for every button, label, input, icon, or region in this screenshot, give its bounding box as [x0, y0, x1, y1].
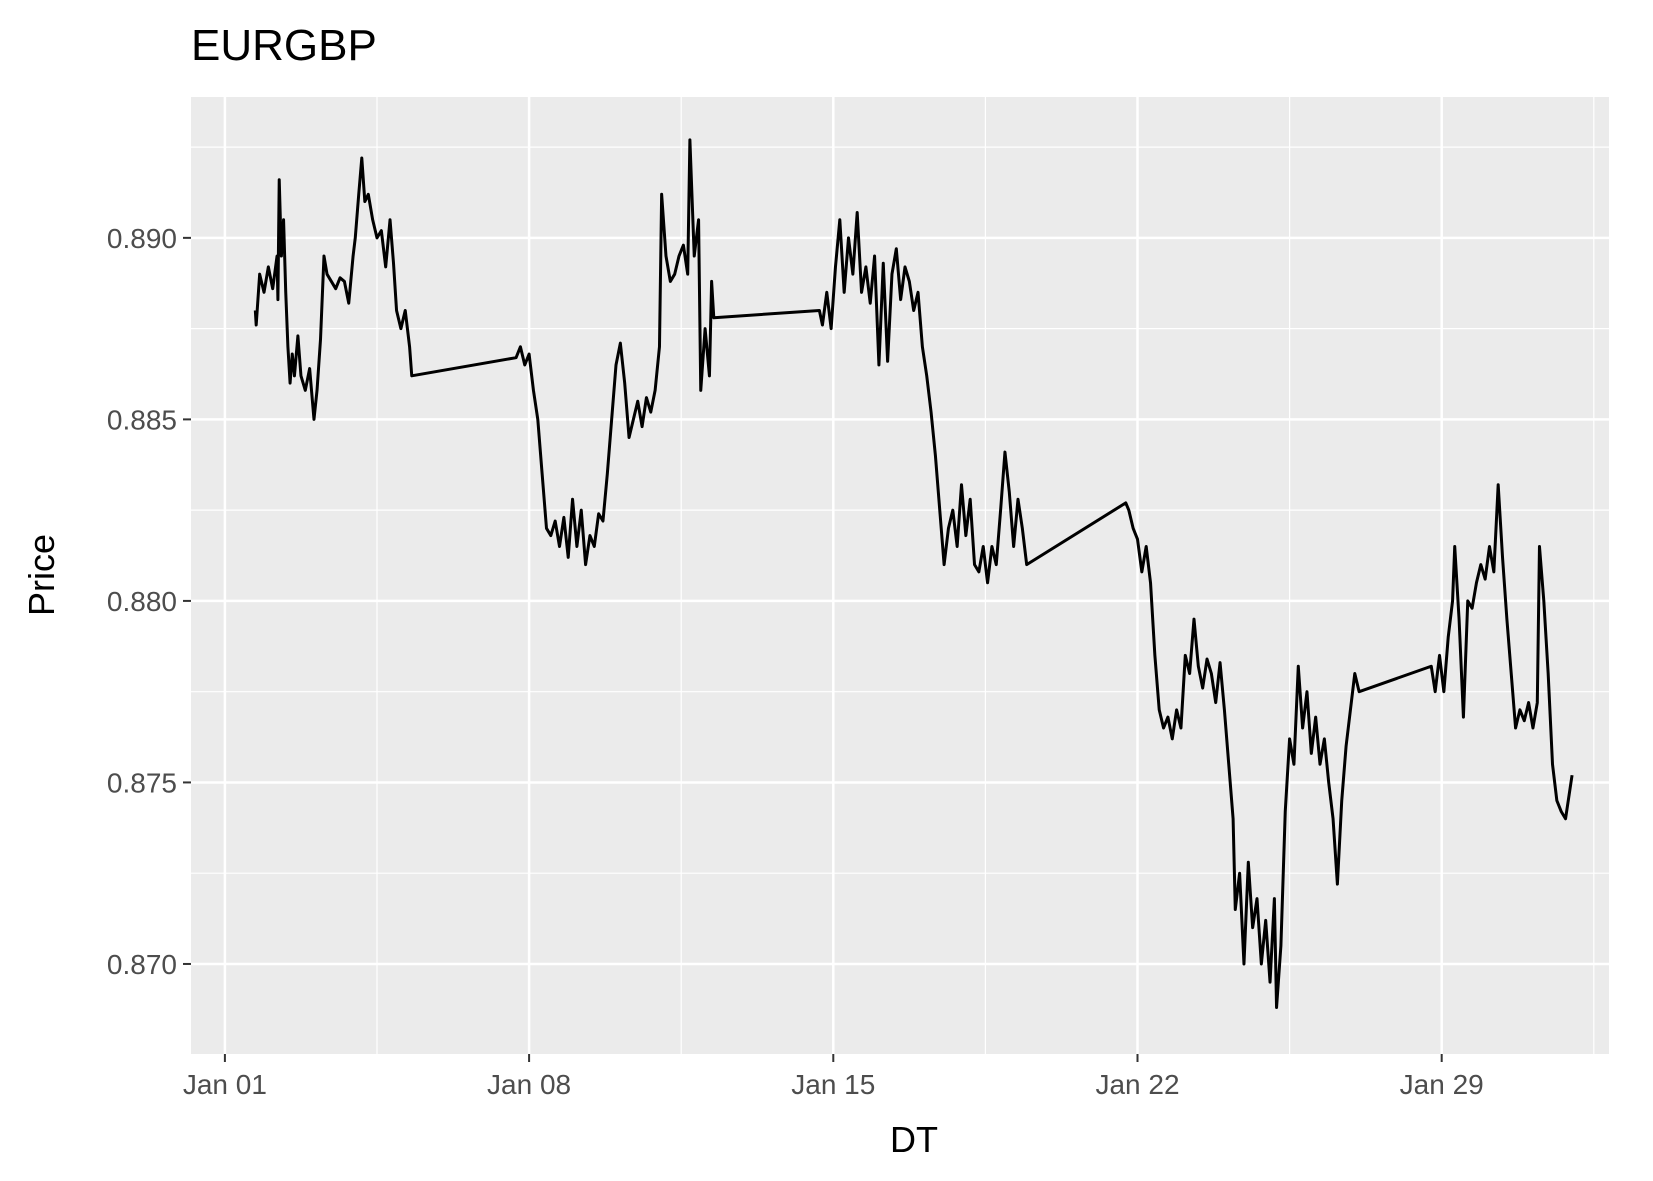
y-tick-label: 0.875: [107, 767, 177, 798]
y-axis-title: Price: [21, 534, 62, 616]
panel: [191, 97, 1609, 1054]
x-axis-title: DT: [890, 1119, 938, 1160]
x-tick-label: Jan 08: [487, 1069, 571, 1100]
x-tick-label: Jan 29: [1400, 1069, 1484, 1100]
y-tick-label: 0.885: [107, 404, 177, 435]
x-tick-label: Jan 22: [1095, 1069, 1179, 1100]
y-tick-label: 0.880: [107, 586, 177, 617]
price-line: [253, 138, 1574, 1010]
x-tick-label: Jan 15: [791, 1069, 875, 1100]
chart-title: EURGBP: [191, 21, 377, 70]
x-tick-label: Jan 01: [183, 1069, 267, 1100]
y-tick-label: 0.890: [107, 223, 177, 254]
y-tick-label: 0.870: [107, 949, 177, 980]
